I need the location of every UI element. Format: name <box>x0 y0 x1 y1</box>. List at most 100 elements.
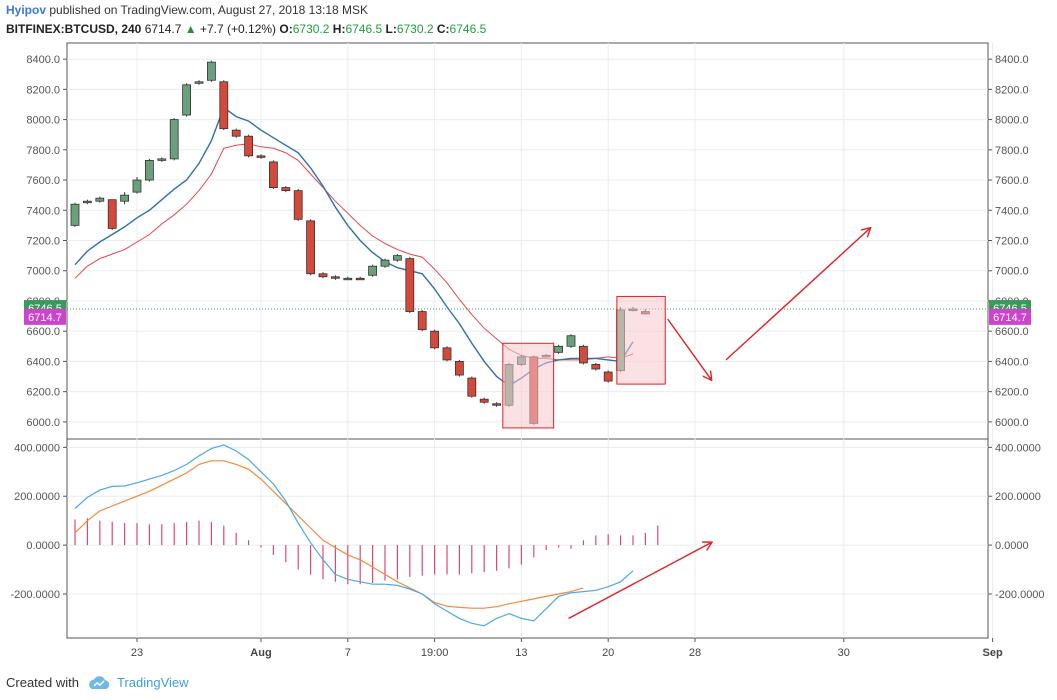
price-tick-label-right: 8400.0 <box>995 54 1029 66</box>
candle-down[interactable] <box>454 361 464 376</box>
price-tick-label-right: 6000.0 <box>995 417 1029 429</box>
price-tick-label-left: 6000.0 <box>26 417 60 429</box>
price-tick-label-left: 6200.0 <box>26 387 60 399</box>
price-tick-label-left: 7600.0 <box>26 175 60 187</box>
annotations <box>502 228 870 620</box>
candle-down[interactable] <box>591 364 601 370</box>
price-tick-label-left: 8000.0 <box>26 115 60 127</box>
price-tick-label-right: 6200.0 <box>995 387 1029 399</box>
candle-down[interactable] <box>479 398 489 403</box>
low-value: 6730.2 <box>396 22 434 36</box>
candle-up[interactable] <box>169 119 179 160</box>
price-change: +7.7 (+0.12%) <box>199 22 277 36</box>
candle-down[interactable] <box>256 155 266 158</box>
price-tick-label-right: 7400.0 <box>995 205 1029 217</box>
highlight-box <box>502 342 555 429</box>
macd-tick-label-right: 200.0000 <box>995 491 1041 503</box>
macd-signal-line <box>74 460 584 609</box>
candle-down[interactable] <box>293 190 303 220</box>
candle-down[interactable] <box>219 81 229 130</box>
open-value: 6730.2 <box>292 22 330 36</box>
candle-down[interactable] <box>430 330 440 349</box>
candle-up[interactable] <box>554 345 563 353</box>
candle-down[interactable] <box>442 347 452 361</box>
candle-up[interactable] <box>95 197 105 202</box>
candle-down[interactable] <box>107 199 117 229</box>
candle-up[interactable] <box>392 255 402 261</box>
price-tick-label-left: 6400.0 <box>26 356 60 368</box>
close-value: 6746.5 <box>449 22 487 36</box>
candle-down[interactable] <box>405 258 415 312</box>
candle-up[interactable] <box>120 194 129 202</box>
candle-up[interactable] <box>70 203 80 226</box>
candle-down[interactable] <box>244 135 254 157</box>
created-with-text: Created with <box>6 675 79 690</box>
last-price: 6714.7 <box>144 22 182 36</box>
high-value: 6746.5 <box>345 22 383 36</box>
candle-down[interactable] <box>231 129 241 137</box>
time-tick-label: Sep <box>983 647 1003 659</box>
price-tick-label-right: 6400.0 <box>995 356 1029 368</box>
price-tick-label-right: 7200.0 <box>995 236 1029 248</box>
price-tick-label-right: 6600.0 <box>995 326 1029 338</box>
candle-up[interactable] <box>83 200 92 204</box>
candle-up[interactable] <box>566 335 576 347</box>
candle-up[interactable] <box>132 179 142 193</box>
macd-tick-label-left: 400.0000 <box>14 442 60 454</box>
macd-tick-label-right: 400.0000 <box>995 442 1041 454</box>
macd-pane[interactable] <box>74 444 659 627</box>
macd-tick-label-right: -200.0000 <box>995 589 1045 601</box>
candle-down[interactable] <box>306 220 316 275</box>
publish-info: Hyipov published on TradingView.com, Aug… <box>6 3 368 17</box>
price-tag-right-bg <box>989 308 1031 325</box>
candle-down[interactable] <box>318 273 328 278</box>
price-tick-label-left: 8400.0 <box>26 54 60 66</box>
candle-down[interactable] <box>268 161 278 188</box>
author-name[interactable]: Hyipov <box>6 3 47 17</box>
candle-up[interactable] <box>144 159 154 181</box>
published-text: published on TradingView.com, August 27,… <box>49 3 369 17</box>
candle-down[interactable] <box>281 187 291 192</box>
low-label: L: <box>385 22 397 36</box>
tradingview-brand-link[interactable]: TradingView <box>116 675 189 690</box>
price-tick-label-left: 7200.0 <box>26 236 60 248</box>
chart-border <box>66 42 989 639</box>
candle-down[interactable] <box>330 276 340 279</box>
candle-up[interactable] <box>157 158 167 161</box>
candle-down[interactable] <box>579 345 588 364</box>
time-tick-label: 13 <box>515 647 527 659</box>
axes: 8400.0 8400.0 8200.0 8200.0 8000.0 8000.0 7800… <box>10 54 1044 659</box>
candle-down[interactable] <box>417 311 427 331</box>
time-tick-label: 19:00 <box>421 647 449 659</box>
trend-arrow <box>667 318 711 379</box>
price-tag-right-label: 6714.7 <box>993 312 1027 324</box>
candle-up[interactable] <box>343 277 353 281</box>
price-tick-label-left: 8200.0 <box>26 84 60 96</box>
price-tick-label-right: 7800.0 <box>995 145 1029 157</box>
time-tick-label: Aug <box>250 647 271 659</box>
candle-up[interactable] <box>368 265 378 276</box>
symbol-info: BITFINEX:BTCUSD, 240 6714.7 ▲ +7.7 (+0.1… <box>6 22 486 36</box>
chart-frame <box>66 42 989 639</box>
time-tick-label: 7 <box>345 647 351 659</box>
price-tick-label-left: 7400.0 <box>26 205 60 217</box>
price-tick-label-right: 7000.0 <box>995 266 1029 278</box>
price-tick-label-left: 7800.0 <box>26 145 60 157</box>
macd-tick-label-left: 200.0000 <box>14 491 60 503</box>
candle-up[interactable] <box>182 84 192 116</box>
price-tick-label-right: 7600.0 <box>995 175 1029 187</box>
candle-up[interactable] <box>380 259 390 267</box>
candle-down[interactable] <box>355 277 365 281</box>
candle-down[interactable] <box>467 377 477 397</box>
time-tick-label: 28 <box>689 647 701 659</box>
candle-down[interactable] <box>603 371 613 382</box>
time-tick-label: 20 <box>602 647 614 659</box>
candle-down[interactable] <box>492 403 502 406</box>
tradingview-cloud-icon <box>89 675 110 689</box>
time-tick-label: 30 <box>838 647 850 659</box>
candle-up[interactable] <box>194 81 204 84</box>
macd-tick-label-left: -200.0000 <box>10 589 60 601</box>
price-tick-label-right: 8200.0 <box>995 84 1029 96</box>
candle-up[interactable] <box>206 61 216 81</box>
